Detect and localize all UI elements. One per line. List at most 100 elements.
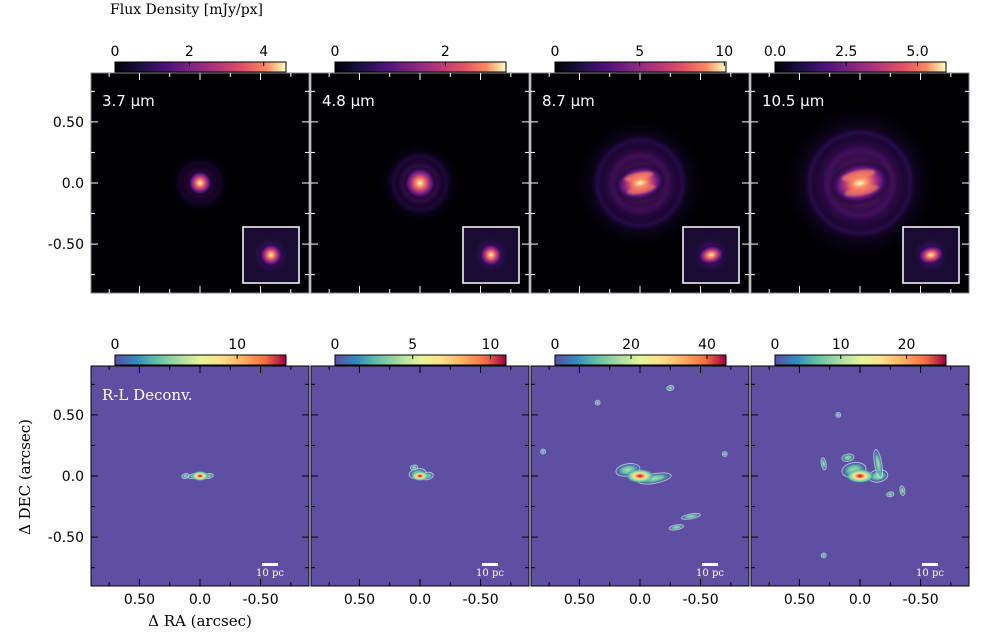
top-airy-ring-3 [595,138,685,228]
bottom-colorbar-tick-label-4-2: 10 [832,337,850,353]
bottom-emission-blob-3-5 [540,448,547,455]
bottom-1-ytick-label-0: 0.50 [53,408,84,424]
bottom-panel-1: 10 pc R-L Deconv. 0.50 0.0 -0.50 0.50 0.0 -0.50 [48,365,310,608]
bottom-3-xtick-label-1: 0.0 [629,592,651,608]
top-wavelength-label-1: 3.7 μm [102,92,155,110]
top-lobe-upper-3 [624,171,654,182]
scale-bar-4 [922,563,938,566]
bottom-panel-3: 10 pc 0.50 0.0 -0.50 [530,365,750,608]
top-wavelength-label-2: 4.8 μm [322,92,375,110]
top-colorbars: 0 2 4 0 2 0 5 10 0.0 2.5 5.0 [111,44,947,73]
bottom-4-xtick-label-2: -0.50 [902,592,938,608]
top-panel-1: 3.7 μm 0.50 0.0 -0.50 [48,72,310,294]
top-colorbar-tick-label-3-1: 0 [551,44,560,60]
top-airy-ring-1 [177,160,223,206]
scale-bar-2 [482,563,498,566]
bottom-emission-blob-3-6 [666,385,675,391]
top-colorbar-tick-label-1-3: 4 [259,44,268,60]
top-colorbar-1 [114,61,287,73]
bottom-colorbar-3 [554,354,727,366]
bottom-emission-blob-3-2 [680,512,701,520]
scale-bar-1 [262,563,278,566]
bottom-emission-blob-3-3 [668,524,685,531]
scale-bar-label-3: 10 pc [696,568,724,579]
x-axis-label: Δ RA (arcsec) [148,612,252,630]
bottom-emission-blob-4-6 [899,485,906,496]
top-colorbar-tick-label-4-1: 0.0 [764,44,786,60]
bottom-emission-blob-4-8 [835,411,842,418]
top-colorbar-tick-label-1-1: 0 [111,44,120,60]
top-panel-4: 10.5 μm [750,72,970,294]
top-airy-ring-inner-1 [185,168,215,198]
top-core-2 [403,166,437,200]
colorbar-title: Flux Density [mJy/px] [110,2,264,18]
bottom-4-xtick-label-0: 0.50 [784,592,815,608]
bottom-emission-blob-4-3 [841,453,855,462]
axis-labels: Δ RA (arcsec) Δ DEC (arcsec) [16,419,252,630]
bottom-colorbar-tick-label-4-3: 20 [898,337,916,353]
scale-bar-3 [702,563,718,566]
bottom-panels: 10 pc R-L Deconv. 0.50 0.0 -0.50 0.50 0.0 -0.50… [48,365,970,608]
top-colorbar-tick-label-4-3: 5.0 [906,44,928,60]
top-airy-ring-inner-3 [610,153,670,213]
bottom-4-xtick-label-1: 0.0 [849,592,871,608]
bottom-panel-2: 10 pc 0.50 0.0 -0.50 [310,365,530,608]
top-airy-ring-4 [807,130,913,236]
scale-bar-label-2: 10 pc [476,568,504,579]
top-colorbar-tick-label-2-1: 0 [331,44,340,60]
scale-bar-label-4: 10 pc [916,568,944,579]
bottom-3-xtick-label-0: 0.50 [564,592,595,608]
bottom-1-xtick-label-2: -0.50 [242,592,278,608]
top-panel-2: 4.8 μm [310,72,530,294]
top-colorbar-tick-label-3-3: 10 [715,44,733,60]
bottom-colorbar-tick-label-3-2: 20 [622,337,640,353]
top-inset-core-2 [479,243,503,267]
bottom-colorbars: 0 10 0 5 10 0 20 40 0 10 20 [111,337,947,366]
bottom-emission-blob-4-5 [886,491,895,498]
bottom-2-xtick-label-0: 0.50 [344,592,375,608]
bottom-colorbar-tick-label-4-1: 0 [771,337,780,353]
bottom-colorbar-tick-label-3-1: 0 [551,337,560,353]
bottom-1-ytick-label-2: -0.50 [48,530,84,546]
top-colorbar-2 [334,61,507,73]
top-colorbar-tick-label-3-2: 5 [635,44,644,60]
scale-bar-label-1: 10 pc [256,568,284,579]
bottom-1-xtick-label-1: 0.0 [189,592,211,608]
bottom-core-4 [846,469,874,483]
deconvolution-label: R-L Deconv. [102,386,193,404]
top-inset-core-3 [697,244,725,266]
bottom-emission-blob-1-2 [181,473,190,479]
top-lobe-upper-4 [841,169,876,182]
top-inset-core-4 [917,244,945,266]
top-wavelength-label-3: 8.7 μm [542,92,595,110]
top-colorbar-tick-label-2-2: 2 [441,44,450,60]
bottom-colorbar-tick-label-1-2: 10 [228,337,246,353]
top-1-ytick-label-2: -0.50 [48,237,84,253]
bottom-colorbar-tick-label-2-1: 0 [331,337,340,353]
top-core-1 [187,170,213,196]
top-lobe-lower-4 [844,184,879,197]
bottom-colorbar-tick-label-2-3: 10 [482,337,500,353]
y-axis-label: Δ DEC (arcsec) [16,419,34,535]
bottom-colorbar-4 [774,354,947,366]
bottom-core-2 [411,471,429,481]
bottom-colorbar-tick-label-3-3: 40 [698,337,716,353]
top-colorbar-tick-label-4-2: 2.5 [835,44,857,60]
bottom-2-xtick-label-1: 0.0 [409,592,431,608]
top-airy-ring-2 [391,154,449,212]
top-colorbar-tick-label-1-2: 2 [185,44,194,60]
top-1-ytick-label-1: 0.0 [62,176,84,192]
bottom-panel-4: 10 pc 0.50 0.0 -0.50 [750,365,970,608]
top-panel-3: 8.7 μm [530,72,750,294]
top-lobe-lower-3 [626,184,656,195]
bottom-1-xtick-label-0: 0.50 [124,592,155,608]
top-panels: 3.7 μm 0.50 0.0 -0.50 4.8 μm 8.7 μm 10.5 μm [48,72,970,294]
bottom-2-xtick-label-2: -0.50 [462,592,498,608]
top-colorbar-4 [774,61,947,73]
top-colorbar-3 [554,61,727,73]
bottom-core-3 [626,469,654,483]
top-airy-ring-inner-2 [400,163,440,203]
bottom-emission-blob-4-2 [873,448,884,479]
top-inset-core-1 [259,243,283,267]
